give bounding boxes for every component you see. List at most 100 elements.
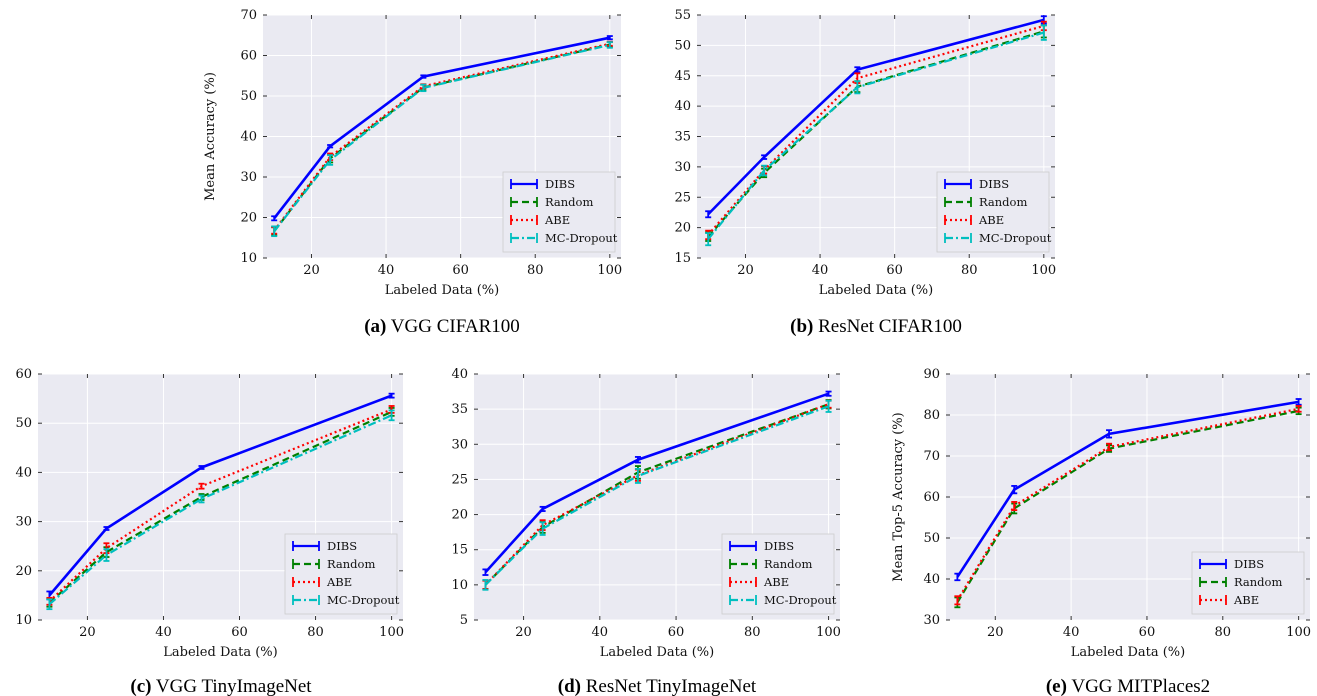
y-tick-label: 20 [674, 221, 691, 236]
chart-5: 20 40 60 80 100 30 40 50 60 70 80 90 DIBS Random ABE La… [891, 367, 1311, 696]
x-tick-label: 80 [1215, 625, 1232, 640]
series-line-dibs [48, 394, 393, 597]
x-tick-label: 80 [744, 625, 761, 640]
y-tick-label: 80 [923, 408, 940, 423]
x-tick-label: 40 [592, 625, 609, 640]
legend-label: ABE [763, 575, 789, 589]
y-tick-label: 70 [923, 449, 940, 464]
x-tick-label: 80 [307, 625, 324, 640]
y-tick-label: 30 [923, 613, 940, 628]
legend-label: Random [1234, 575, 1282, 589]
y-tick-label: 40 [923, 572, 940, 587]
x-tick-label: 60 [1139, 625, 1156, 640]
legend-label: MC-Dropout [764, 593, 837, 607]
series-line-mc-dropout [273, 43, 611, 232]
x-tick-label: 100 [597, 263, 622, 278]
y-axis-label: Mean Top-5 Accuracy (%) [891, 412, 906, 581]
y-tick-label: 5 [460, 613, 468, 628]
y-tick-label: 30 [15, 515, 32, 530]
y-tick-label: 25 [674, 190, 691, 205]
legend-label: DIBS [764, 539, 794, 553]
caption-tag: (d) [558, 676, 581, 696]
legend-label: ABE [326, 575, 352, 589]
x-tick-label: 20 [79, 625, 96, 640]
legend-label: MC-Dropout [979, 231, 1052, 245]
series-line-abe [956, 407, 1299, 601]
x-tick-label: 40 [378, 263, 395, 278]
series-line-mc-dropout [707, 31, 1045, 240]
x-tick-label: 20 [987, 625, 1004, 640]
y-tick-label: 20 [15, 564, 32, 579]
x-tick-label: 60 [886, 263, 903, 278]
x-axis-label: Labeled Data (%) [819, 283, 933, 298]
y-tick-label: 30 [240, 170, 257, 185]
chart-caption: (c) VGG TinyImageNet [130, 676, 312, 696]
series-line-mc-dropout [484, 405, 829, 586]
y-tick-label: 70 [240, 8, 257, 23]
x-tick-label: 60 [231, 625, 248, 640]
y-tick-label: 40 [451, 367, 468, 382]
x-axis-label: Labeled Data (%) [1071, 645, 1185, 660]
caption-tag: (e) [1046, 676, 1067, 696]
y-tick-label: 40 [674, 99, 691, 114]
caption-tag: (c) [130, 676, 151, 696]
y-tick-label: 45 [674, 69, 691, 84]
chart-4: 20 40 60 80 100 5 10 15 20 25 30 35 40 DIBS Random ABE M… [451, 367, 841, 696]
y-tick-label: 40 [15, 465, 32, 480]
x-tick-label: 80 [961, 263, 978, 278]
caption-title: VGG TinyImageNet [151, 676, 312, 696]
chart-caption: (b) ResNet CIFAR100 [790, 316, 962, 337]
x-tick-label: 60 [452, 263, 469, 278]
x-tick-label: 100 [816, 625, 841, 640]
chart-caption: (a) VGG CIFAR100 [364, 316, 520, 337]
y-tick-label: 60 [923, 490, 940, 505]
legend-label: DIBS [1234, 557, 1264, 571]
x-axis-label: Labeled Data (%) [163, 645, 277, 660]
series-line-dibs [484, 392, 829, 574]
series-line-random [48, 410, 393, 604]
x-tick-label: 100 [1286, 625, 1311, 640]
series-line-dibs [273, 36, 611, 220]
legend-label: MC-Dropout [545, 231, 618, 245]
series-line-mc-dropout [48, 414, 393, 606]
legend-label: DIBS [545, 177, 575, 191]
x-tick-label: 60 [668, 625, 685, 640]
caption-title: VGG CIFAR100 [386, 316, 519, 337]
legend-label: Random [979, 195, 1027, 209]
legend-box [502, 171, 616, 253]
y-tick-label: 30 [674, 160, 691, 175]
y-tick-label: 50 [240, 89, 257, 104]
x-tick-label: 40 [155, 625, 172, 640]
series-line-dibs [956, 400, 1299, 578]
legend-box [936, 171, 1050, 253]
legend-label: DIBS [979, 177, 1009, 191]
chart-caption: (d) ResNet TinyImageNet [558, 676, 757, 696]
chart-caption: (e) VGG MITPlaces2 [1046, 676, 1210, 696]
y-tick-label: 25 [451, 472, 468, 487]
y-tick-label: 55 [674, 8, 691, 23]
y-tick-label: 10 [240, 251, 257, 266]
caption-title: ResNet TinyImageNet [581, 676, 757, 696]
y-tick-label: 50 [923, 531, 940, 546]
legend-label: Random [764, 557, 812, 571]
series-line-abe [273, 42, 611, 232]
y-tick-label: 20 [240, 211, 257, 226]
chart-3: 20 40 60 80 100 10 20 30 40 50 60 DIBS Random ABE MC-D… [15, 367, 404, 696]
y-tick-label: 50 [15, 416, 32, 431]
y-tick-label: 50 [674, 38, 691, 53]
legend-label: ABE [544, 213, 570, 227]
legend-box [721, 533, 835, 615]
legend-box [1191, 551, 1305, 615]
y-tick-label: 10 [451, 578, 468, 593]
legend-label: DIBS [327, 539, 357, 553]
x-tick-label: 40 [1063, 625, 1080, 640]
y-tick-label: 20 [451, 508, 468, 523]
y-tick-label: 15 [451, 543, 468, 558]
x-tick-label: 80 [527, 263, 544, 278]
legend-label: ABE [978, 213, 1004, 227]
legend-label: Random [545, 195, 593, 209]
caption-tag: (b) [790, 316, 813, 337]
series-line-dibs [707, 18, 1045, 216]
chart-1: 20 40 60 80 100 10 20 30 40 50 60 70 DIBS Random ABE MC… [203, 8, 622, 337]
